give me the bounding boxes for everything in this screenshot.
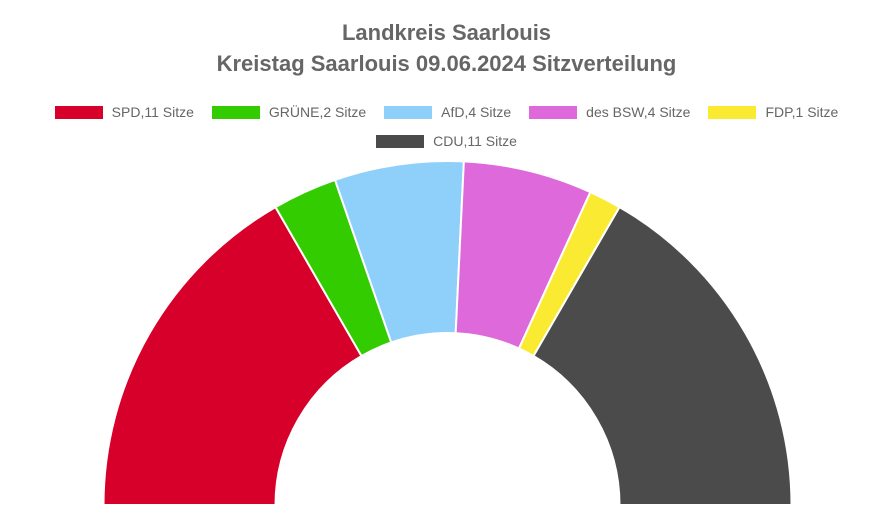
legend-item-cdu[interactable]: CDU,11 Sitze <box>376 133 517 149</box>
legend-swatch-afd <box>384 105 433 119</box>
legend-label-spd: SPD,11 Sitze <box>111 104 194 120</box>
chart-title-line2: Kreistag Saarlouis 09.06.2024 Sitzvertei… <box>216 51 677 76</box>
chart-slices <box>102 160 793 506</box>
legend-label-fdp: FDP,1 Sitze <box>765 104 839 120</box>
legend-swatch-bsw <box>529 105 578 119</box>
legend-swatch-fdp <box>708 105 757 119</box>
legend-label-afd: AfD,4 Sitze <box>441 104 512 120</box>
legend-item-afd[interactable]: AfD,4 Sitze <box>384 104 511 120</box>
legend-swatch-spd <box>54 105 103 119</box>
legend-label-bsw: des BSW,4 Sitze <box>586 104 691 120</box>
chart-title-line1: Landkreis Saarlouis <box>341 20 552 45</box>
legend-swatch-gruene <box>211 105 260 119</box>
legend-item-spd[interactable]: SPD,11 Sitze <box>54 104 194 120</box>
legend-swatch-cdu <box>376 134 425 148</box>
slice-spd[interactable] <box>102 206 363 506</box>
legend-row-1: SPD,11 Sitze GRÜNE,2 Sitze AfD,4 Sitze d… <box>0 103 893 121</box>
legend-item-bsw[interactable]: des BSW,4 Sitze <box>529 104 690 120</box>
legend-item-gruene[interactable]: GRÜNE,2 Sitze <box>211 104 367 120</box>
legend-label-cdu: CDU,11 Sitze <box>433 133 517 149</box>
legend-row-2: CDU,11 Sitze <box>0 132 893 150</box>
legend-item-fdp[interactable]: FDP,1 Sitze <box>708 104 838 120</box>
slice-cdu[interactable] <box>532 206 793 506</box>
legend-label-gruene: GRÜNE,2 Sitze <box>268 104 367 120</box>
